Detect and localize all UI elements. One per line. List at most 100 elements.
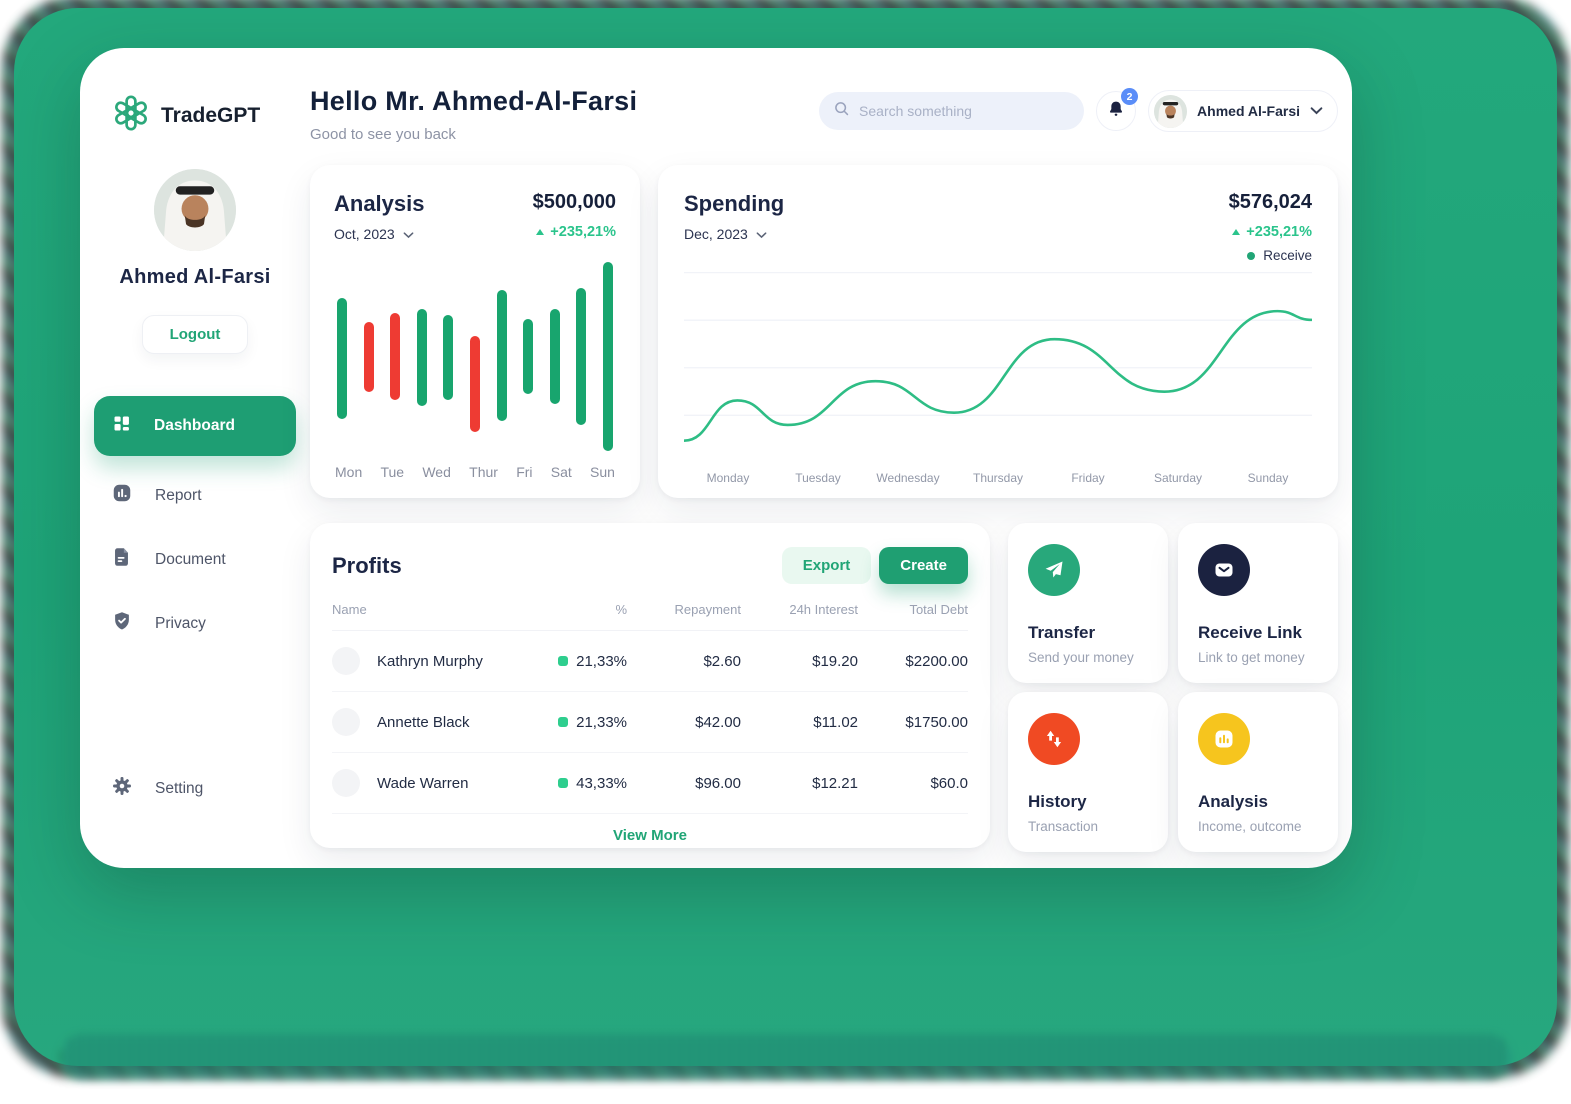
day-label: Wed xyxy=(422,464,451,480)
column-header: 24h Interest xyxy=(789,602,858,617)
search-box[interactable] xyxy=(819,92,1085,130)
sidebar-item-setting[interactable]: Setting xyxy=(94,764,296,813)
brand: TradeGPT xyxy=(110,92,260,139)
chevron-down-icon xyxy=(403,226,414,242)
shortcut-history[interactable]: History Transaction xyxy=(1008,692,1168,852)
user-menu[interactable]: Ahmed Al-Farsi xyxy=(1148,90,1338,132)
spending-line xyxy=(684,311,1312,441)
candle-bar xyxy=(443,314,454,400)
candle-bar xyxy=(576,288,587,425)
percent-cell: 43,33% xyxy=(532,775,627,792)
day-label: Thur xyxy=(469,464,498,480)
row-repayment: $42.00 xyxy=(695,713,741,731)
gear-icon xyxy=(111,775,133,802)
search-input[interactable] xyxy=(859,103,1071,119)
shortcut-receive-link[interactable]: Receive Link Link to get money xyxy=(1178,523,1338,683)
logout-button[interactable]: Logout xyxy=(141,315,249,354)
sidebar-item-label: Report xyxy=(155,486,202,504)
triangle-up-icon xyxy=(536,229,545,235)
candle-bar xyxy=(337,297,347,419)
create-button[interactable]: Create xyxy=(879,547,968,584)
row-repayment: $96.00 xyxy=(695,774,741,792)
candle-bar xyxy=(469,335,480,433)
spending-title: Spending xyxy=(684,191,785,216)
bar-slot xyxy=(523,262,534,451)
shortcut-analysis[interactable]: Analysis Income, outcome xyxy=(1178,692,1338,852)
spending-delta: +235,21% xyxy=(1229,224,1312,240)
table-row[interactable]: Annette Black 21,33% $42.00 $11.02 $1750.00 xyxy=(332,692,968,753)
sidebar-item-document[interactable]: Document xyxy=(94,535,296,584)
send-icon xyxy=(1028,544,1080,596)
bar-slot xyxy=(576,262,587,451)
bar-slot xyxy=(602,262,613,451)
bar-slot xyxy=(337,262,347,451)
analysis-title: Analysis xyxy=(334,191,425,216)
row-name: Annette Black xyxy=(377,713,470,731)
page-subtitle: Good to see you back xyxy=(310,126,456,143)
shortcut-title: Receive Link xyxy=(1198,623,1302,642)
analysis-bar-chart xyxy=(334,262,616,451)
sidebar-item-report[interactable]: Report xyxy=(94,471,296,520)
day-label: Saturday xyxy=(1153,471,1203,486)
page-title: Hello Mr. Ahmed-Al-Farsi xyxy=(310,86,638,116)
sidebar: TradeGPT Ahmed Al-Farsi Logout xyxy=(80,48,310,868)
search-icon xyxy=(833,100,850,122)
bar-slot xyxy=(390,262,401,451)
day-label: Thursday xyxy=(972,471,1024,486)
notification-badge: 2 xyxy=(1121,88,1139,105)
sidebar-item-privacy[interactable]: Privacy xyxy=(94,599,296,648)
bar-slot xyxy=(496,262,507,451)
charts-row: Analysis Oct, 2023 $500,000 +235,21% xyxy=(310,165,1338,498)
day-label: Wednesday xyxy=(876,471,940,486)
day-label: Sat xyxy=(550,464,572,480)
bar-slot xyxy=(363,262,374,451)
spending-period-selector[interactable]: Dec, 2023 xyxy=(684,226,784,242)
bar-slot xyxy=(469,262,480,451)
analysis-day-labels: Mon Tue Wed Thur Fri Sat Sun xyxy=(334,464,616,480)
table-row[interactable]: Wade Warren 43,33% $96.00 $12.21 $60.0 xyxy=(332,753,968,814)
sidebar-item-dashboard[interactable]: Dashboard xyxy=(94,396,296,456)
candle-bar xyxy=(549,309,560,404)
sidebar-menu: Dashboard Report xyxy=(80,396,310,663)
candle-bar xyxy=(602,262,613,451)
candle-bar xyxy=(416,309,427,406)
shortcut-subtitle: Send your money xyxy=(1028,650,1134,665)
avatar xyxy=(332,647,360,675)
legend-dot xyxy=(1247,251,1256,260)
column-header: % xyxy=(615,602,627,617)
sidebar-bottom: Setting xyxy=(80,764,310,828)
row-interest: $11.02 xyxy=(813,713,858,731)
profits-title: Profits xyxy=(332,552,402,578)
percent-dot-icon xyxy=(558,778,569,788)
candle-bar xyxy=(496,290,507,421)
day-label: Sunday xyxy=(1247,471,1289,486)
analysis-delta: +235,21% xyxy=(533,224,616,240)
topbar: Hello Mr. Ahmed-Al-Farsi Good to see you… xyxy=(310,86,1338,143)
triangle-up-icon xyxy=(1232,229,1241,235)
row-interest: $12.21 xyxy=(812,774,858,792)
row-total-debt: $1750.00 xyxy=(905,713,968,731)
shortcut-subtitle: Transaction xyxy=(1028,819,1099,834)
view-more-link[interactable]: View More xyxy=(613,827,687,844)
name-cell: Kathryn Murphy xyxy=(332,647,532,675)
bottom-row: Profits Export Create Name % Repayment 2… xyxy=(310,523,1338,852)
export-button[interactable]: Export xyxy=(781,547,872,584)
sidebar-user-name: Ahmed Al-Farsi xyxy=(119,266,271,288)
column-header: Repayment xyxy=(674,602,741,617)
user-name: Ahmed Al-Farsi xyxy=(1197,103,1300,119)
report-icon xyxy=(111,482,133,509)
swap-arrows-icon xyxy=(1028,713,1080,765)
legend-label: Receive xyxy=(1263,248,1312,263)
day-label: Tue xyxy=(380,464,405,480)
shortcuts-grid: Transfer Send your money Receive Link Li… xyxy=(1008,523,1338,852)
chevron-down-icon xyxy=(756,226,767,242)
analysis-period-selector[interactable]: Oct, 2023 xyxy=(334,226,425,242)
avatar xyxy=(332,708,360,736)
shortcut-transfer[interactable]: Transfer Send your money xyxy=(1008,523,1168,683)
notifications-button[interactable]: 2 xyxy=(1096,88,1139,131)
table-row[interactable]: Kathryn Murphy 21,33% $2.60 $19.20 $2200.00 xyxy=(332,631,968,692)
bar-slot xyxy=(549,262,560,451)
profits-table-header: Name % Repayment 24h Interest Total Debt xyxy=(332,602,968,631)
shortcut-title: History xyxy=(1028,792,1087,811)
analysis-card: Analysis Oct, 2023 $500,000 +235,21% xyxy=(310,165,640,498)
